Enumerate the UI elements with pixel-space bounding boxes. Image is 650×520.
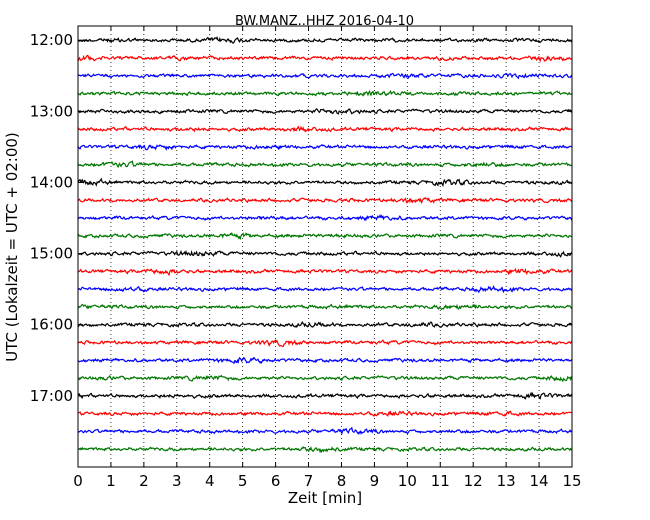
trace-1345 xyxy=(77,160,573,169)
trace-1300 xyxy=(77,108,573,115)
trace-1330 xyxy=(77,144,573,151)
y-tick-label: 13:00 xyxy=(30,102,73,120)
x-tick-label: 7 xyxy=(304,472,314,490)
y-tick-label: 16:00 xyxy=(30,316,73,334)
trace-layer xyxy=(77,36,573,454)
x-tick-label: 13 xyxy=(497,472,516,490)
y-axis-title: UTC (Lokalzeit = UTC + 02:00) xyxy=(3,132,21,362)
trace-1445 xyxy=(77,231,573,241)
x-tick-label: 5 xyxy=(238,472,248,490)
trace-1500 xyxy=(77,249,573,258)
x-tick-label: 6 xyxy=(271,472,281,490)
trace-1400 xyxy=(77,177,573,188)
x-tick-label: 15 xyxy=(562,472,581,490)
trace-1615 xyxy=(77,339,573,348)
x-tick-label: 11 xyxy=(431,472,450,490)
x-tick-label: 1 xyxy=(106,472,116,490)
chart-title: BW.MANZ..HHZ 2016-04-10 xyxy=(235,14,414,29)
trace-1315 xyxy=(77,125,573,133)
y-tick-label: 14:00 xyxy=(30,173,73,191)
trace-1430 xyxy=(77,213,573,222)
x-tick-label: 12 xyxy=(464,472,483,490)
trace-1715 xyxy=(77,410,573,417)
tick-layer: 0 1 2 3 4 5 6 7 8 9 10 11 12 13 14 1512:0013:0014:0015:… xyxy=(30,26,582,490)
x-tick-label: 14 xyxy=(530,472,549,490)
x-tick-label: 2 xyxy=(139,472,149,490)
trace-1630 xyxy=(77,356,573,365)
trace-1700 xyxy=(77,391,573,400)
grid-layer xyxy=(110,26,540,467)
trace-1600 xyxy=(77,320,573,329)
trace-1730 xyxy=(77,426,573,435)
x-tick-label: 8 xyxy=(337,472,347,490)
trace-1215 xyxy=(77,54,573,63)
trace-1515 xyxy=(77,267,573,277)
trace-1545 xyxy=(77,303,573,311)
trace-1745 xyxy=(77,445,572,454)
x-tick-label: 3 xyxy=(172,472,182,490)
y-tick-label: 17:00 xyxy=(30,387,73,405)
y-tick-label: 15:00 xyxy=(30,245,73,263)
trace-1415 xyxy=(77,196,573,205)
x-tick-label: 10 xyxy=(398,472,417,490)
y-tick-label: 12:00 xyxy=(30,31,73,49)
trace-1645 xyxy=(77,374,573,383)
trace-1200 xyxy=(77,36,573,44)
trace-1530 xyxy=(77,285,573,294)
x-tick-label: 0 xyxy=(73,472,83,490)
x-tick-label: 4 xyxy=(205,472,215,490)
x-axis-title: Zeit [min] xyxy=(288,489,362,507)
trace-1230 xyxy=(77,72,573,80)
x-tick-label: 9 xyxy=(370,472,380,490)
trace-1245 xyxy=(77,89,573,97)
plot-frame xyxy=(77,25,573,468)
